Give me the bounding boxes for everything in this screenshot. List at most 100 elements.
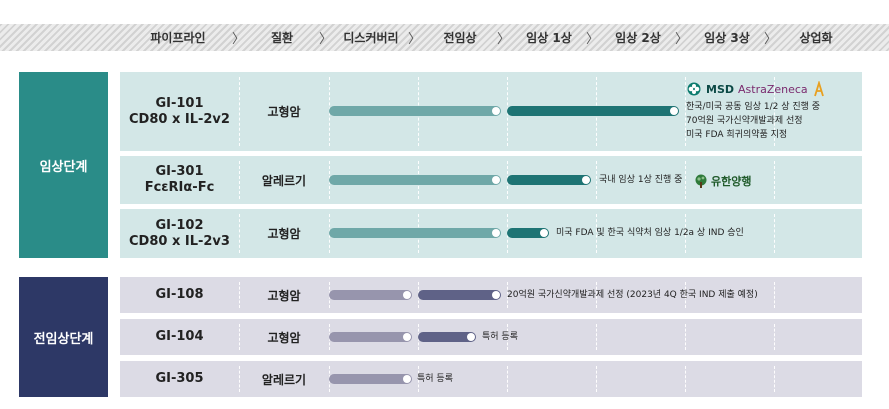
- program-note: 국내 임상 1상 진행 중: [599, 175, 683, 185]
- chevron-icon: 〉: [319, 32, 333, 47]
- chevron-icon: 〉: [586, 32, 600, 47]
- phase-label-preclinical: 전임상단계: [19, 277, 108, 397]
- column-divider: [685, 214, 686, 253]
- chevron-icon: 〉: [408, 32, 422, 47]
- phase-label-clinical: 임상단계: [19, 72, 108, 258]
- progress-bar-clinical: [507, 106, 679, 116]
- column-divider: [774, 324, 775, 350]
- progress-bar-clinical: [507, 175, 591, 185]
- program-target: CD80 x IL-2v3: [129, 233, 230, 249]
- disease-label: 알레르기: [261, 372, 307, 387]
- progress-knob: [403, 333, 411, 341]
- progress-bar-preclinical: [418, 290, 501, 300]
- progress-bar-discovery: [329, 332, 412, 342]
- column-divider: [774, 77, 775, 146]
- pipeline-header: 파이프라인 〉 질환 〉 디스커버리 〉 전임상 〉 임상 1상 〉 임상 2상…: [0, 24, 889, 51]
- stage-preclinical: 전임상: [443, 31, 477, 45]
- progress-knob: [670, 107, 678, 115]
- column-divider: [239, 282, 240, 308]
- progress-bar-clinical: [507, 228, 549, 238]
- msd-icon: [687, 82, 701, 96]
- column-divider: [418, 366, 419, 392]
- progress-bar-discovery-preclinical: [329, 175, 501, 185]
- progress-knob: [582, 176, 590, 184]
- progress-knob: [492, 229, 500, 237]
- program-name: GI-301 FcεRIα-Fc: [120, 156, 239, 204]
- program-name: GI-102 CD80 x IL-2v3: [120, 209, 239, 258]
- column-divider: [596, 282, 597, 308]
- pipeline-row-gi-301: GI-301 FcεRIα-Fc 알레르기 국내 임상 1상 진행 중 유한양행: [120, 156, 862, 204]
- progress-bar-discovery-preclinical: [329, 106, 501, 116]
- column-divider: [239, 214, 240, 253]
- column-divider: [685, 161, 686, 199]
- program-note: 특허 등록: [417, 374, 453, 384]
- progress-bar-discovery: [329, 290, 412, 300]
- progress-bar-discovery-preclinical: [329, 228, 501, 238]
- pipeline-row-gi-108: GI-108 고형암 20억원 국가신약개발과제 선정 (2023년 4Q 한국…: [120, 277, 862, 313]
- program-note: 미국 FDA 희귀의약품 지정: [686, 130, 788, 140]
- column-divider: [596, 161, 597, 199]
- stage-disease: 질환: [270, 31, 294, 45]
- program-target: CD80 x IL-2v2: [129, 111, 230, 127]
- chevron-icon: 〉: [497, 32, 511, 47]
- column-divider: [685, 77, 686, 146]
- column-divider: [596, 324, 597, 350]
- chevron-icon: 〉: [764, 32, 778, 47]
- column-divider: [239, 161, 240, 199]
- program-code: GI-101: [155, 95, 204, 111]
- program-note: 특허 등록: [482, 332, 518, 342]
- progress-knob: [467, 333, 475, 341]
- column-divider: [507, 324, 508, 350]
- program-note: 20억원 국가신약개발과제 선정 (2023년 4Q 한국 IND 제출 예정): [507, 290, 758, 300]
- column-divider: [685, 282, 686, 308]
- column-divider: [685, 324, 686, 350]
- progress-knob: [403, 291, 411, 299]
- partner-name: 유한양행: [711, 175, 752, 188]
- stage-phase2: 임상 2상: [615, 31, 661, 45]
- column-divider: [774, 282, 775, 308]
- program-code: GI-305: [155, 371, 204, 386]
- column-divider: [507, 366, 508, 392]
- column-divider: [774, 161, 775, 199]
- disease-label: 고형암: [267, 288, 301, 303]
- disease-label: 고형암: [267, 330, 301, 345]
- progress-knob: [492, 176, 500, 184]
- progress-knob: [403, 375, 411, 383]
- disease-label: 고형암: [267, 227, 301, 241]
- program-target: FcεRIα-Fc: [144, 180, 215, 195]
- column-divider: [507, 282, 508, 308]
- stage-discovery: 디스커버리: [343, 31, 399, 45]
- column-divider: [596, 214, 597, 253]
- pipeline-row-gi-305: GI-305 알레르기 특허 등록: [120, 361, 862, 397]
- chevron-icon: 〉: [675, 32, 689, 47]
- progress-knob: [492, 291, 500, 299]
- column-divider: [596, 366, 597, 392]
- column-divider: [239, 366, 240, 392]
- stage-commercial: 상업화: [799, 31, 833, 45]
- program-note: 미국 FDA 및 한국 식약처 임상 1/2a 상 IND 승인: [556, 228, 744, 238]
- stage-phase3: 임상 3상: [704, 31, 750, 45]
- pipeline-row-gi-102: GI-102 CD80 x IL-2v3 고형암 미국 FDA 및 한국 식약처…: [120, 209, 862, 258]
- program-code: GI-102: [155, 217, 204, 233]
- program-note: 한국/미국 공동 임상 1/2 상 진행 중: [686, 102, 821, 112]
- chevron-icon: 〉: [232, 32, 246, 47]
- column-divider: [239, 77, 240, 146]
- column-divider: [774, 214, 775, 253]
- stage-pipeline: 파이프라인: [150, 31, 206, 45]
- disease-label: 알레르기: [261, 173, 307, 188]
- stage-phase1: 임상 1상: [526, 31, 572, 45]
- program-name: GI-101 CD80 x IL-2v2: [120, 72, 239, 151]
- program-name: GI-108: [120, 277, 239, 313]
- pipeline-row-gi-101: GI-101 CD80 x IL-2v2 고형암 MSD AstraZeneca …: [120, 72, 862, 151]
- yuhan-tree-icon: [695, 174, 707, 188]
- column-divider: [239, 324, 240, 350]
- pipeline-row-gi-104: GI-104 고형암 특허 등록: [120, 319, 862, 355]
- disease-label: 고형암: [267, 105, 301, 119]
- program-name: GI-305: [120, 361, 239, 397]
- column-divider: [685, 366, 686, 392]
- partner-logo-yuhan: 유한양행: [694, 173, 751, 189]
- progress-knob: [540, 229, 548, 237]
- program-note: 70억원 국가신약개발과제 선정: [686, 116, 803, 126]
- program-code: GI-104: [155, 329, 204, 344]
- program-code: GI-301: [155, 164, 204, 179]
